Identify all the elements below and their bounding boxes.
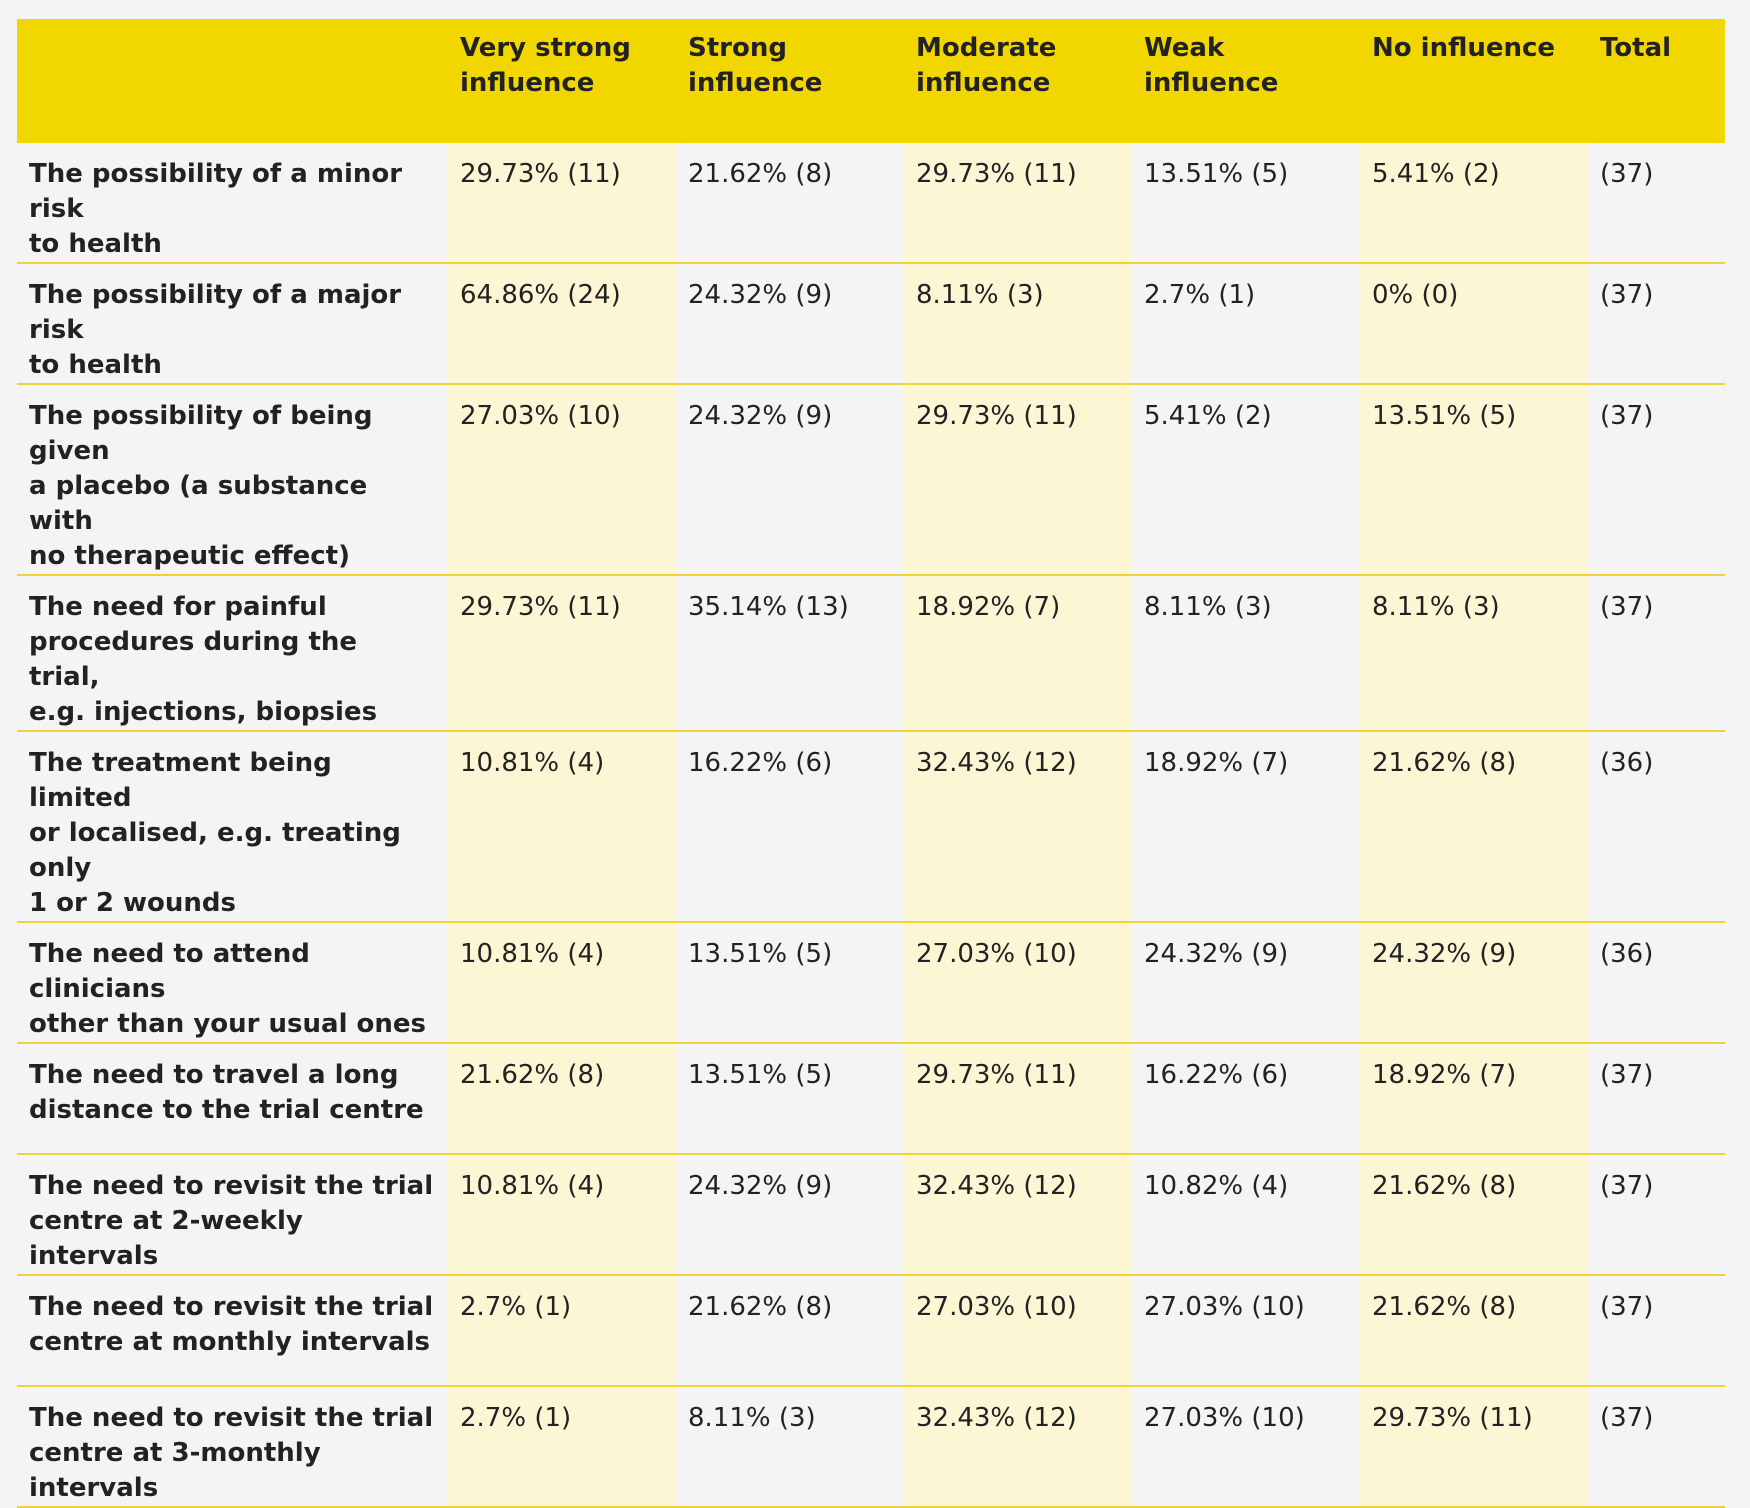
cell-very-strong-influence: 27.03% (10) <box>448 384 676 576</box>
cell-no-influence: 24.32% (9) <box>1360 922 1588 1044</box>
cell-no-influence: 0% (0) <box>1360 263 1588 385</box>
table-header: Very strong influence Strong influence Mod… <box>17 19 1725 143</box>
column-header-row-label-column <box>17 19 448 143</box>
cell-strong-influence: 24.32% (9) <box>676 1154 904 1276</box>
table-row: The need for painful procedures during t… <box>17 575 1725 732</box>
cell-weak-influence: 5.41% (2) <box>1132 384 1360 576</box>
column-header-no-influence: No influence <box>1372 33 1556 63</box>
table-row: The possibility of being given a placebo… <box>17 384 1725 576</box>
cell-no-influence: 21.62% (8) <box>1360 731 1588 923</box>
column-header-weak-influence: Weak influence <box>1144 33 1279 98</box>
cell-no-influence: 5.41% (2) <box>1360 143 1588 264</box>
table-body: The possibility of a minor risk to healt… <box>17 143 1725 1508</box>
row-label: The need to revisit the trial centre at … <box>17 1154 448 1276</box>
cell-no-influence: 21.62% (8) <box>1360 1275 1588 1387</box>
cell-strong-influence: 21.62% (8) <box>676 143 904 264</box>
cell-moderate-influence: 18.92% (7) <box>904 575 1132 732</box>
cell-very-strong-influence: 2.7% (1) <box>448 1386 676 1508</box>
cell-moderate-influence: 27.03% (10) <box>904 922 1132 1044</box>
row-label: The need to travel a long distance to th… <box>17 1043 448 1155</box>
cell-moderate-influence: 27.03% (10) <box>904 1275 1132 1387</box>
cell-weak-influence: 2.7% (1) <box>1132 263 1360 385</box>
column-header-very-strong-influence: Very strong influence <box>460 33 631 98</box>
cell-strong-influence: 13.51% (5) <box>676 922 904 1044</box>
header-row: Very strong influence Strong influence Mod… <box>17 19 1725 143</box>
cell-total: (37) <box>1588 384 1725 576</box>
row-label: The possibility of a minor risk to healt… <box>17 143 448 264</box>
cell-no-influence: 21.62% (8) <box>1360 1154 1588 1276</box>
row-label: The need to revisit the trial centre at … <box>17 1275 448 1387</box>
cell-moderate-influence: 29.73% (11) <box>904 384 1132 576</box>
cell-weak-influence: 16.22% (6) <box>1132 1043 1360 1155</box>
table-row: The need to revisit the trial centre at … <box>17 1154 1725 1276</box>
cell-no-influence: 29.73% (11) <box>1360 1386 1588 1508</box>
cell-weak-influence: 27.03% (10) <box>1132 1275 1360 1387</box>
cell-no-influence: 18.92% (7) <box>1360 1043 1588 1155</box>
column-header-moderate-influence: Moderate influence <box>916 33 1057 98</box>
cell-very-strong-influence: 10.81% (4) <box>448 731 676 923</box>
cell-weak-influence: 8.11% (3) <box>1132 575 1360 732</box>
table-row: The possibility of a major risk to healt… <box>17 263 1725 385</box>
table-row: The need to revisit the trial centre at … <box>17 1275 1725 1387</box>
cell-strong-influence: 24.32% (9) <box>676 384 904 576</box>
cell-weak-influence: 13.51% (5) <box>1132 143 1360 264</box>
cell-moderate-influence: 29.73% (11) <box>904 1043 1132 1155</box>
cell-strong-influence: 13.51% (5) <box>676 1043 904 1155</box>
cell-total: (37) <box>1588 1154 1725 1276</box>
cell-very-strong-influence: 10.81% (4) <box>448 1154 676 1276</box>
cell-weak-influence: 10.82% (4) <box>1132 1154 1360 1276</box>
column-header-total: Total <box>1600 33 1672 63</box>
table-row: The need to attend clinicians other than… <box>17 922 1725 1044</box>
cell-total: (37) <box>1588 1275 1725 1387</box>
cell-strong-influence: 16.22% (6) <box>676 731 904 923</box>
cell-total: (37) <box>1588 1043 1725 1155</box>
cell-very-strong-influence: 29.73% (11) <box>448 143 676 264</box>
cell-moderate-influence: 8.11% (3) <box>904 263 1132 385</box>
row-label: The need for painful procedures during t… <box>17 575 448 732</box>
cell-no-influence: 13.51% (5) <box>1360 384 1588 576</box>
cell-very-strong-influence: 21.62% (8) <box>448 1043 676 1155</box>
table-row: The possibility of a minor risk to healt… <box>17 143 1725 264</box>
cell-moderate-influence: 32.43% (12) <box>904 1154 1132 1276</box>
row-label: The need to attend clinicians other than… <box>17 922 448 1044</box>
influence-table: Very strong influence Strong influence Mod… <box>17 19 1725 1508</box>
cell-very-strong-influence: 2.7% (1) <box>448 1275 676 1387</box>
cell-weak-influence: 18.92% (7) <box>1132 731 1360 923</box>
row-label: The treatment being limited or localised… <box>17 731 448 923</box>
cell-moderate-influence: 32.43% (12) <box>904 1386 1132 1508</box>
column-header-strong-influence: Strong influence <box>688 33 823 98</box>
cell-moderate-influence: 32.43% (12) <box>904 731 1132 923</box>
cell-total: (37) <box>1588 143 1725 264</box>
cell-very-strong-influence: 10.81% (4) <box>448 922 676 1044</box>
cell-weak-influence: 27.03% (10) <box>1132 1386 1360 1508</box>
cell-total: (36) <box>1588 731 1725 923</box>
cell-very-strong-influence: 64.86% (24) <box>448 263 676 385</box>
cell-strong-influence: 8.11% (3) <box>676 1386 904 1508</box>
cell-moderate-influence: 29.73% (11) <box>904 143 1132 264</box>
table-row: The treatment being limited or localised… <box>17 731 1725 923</box>
cell-total: (37) <box>1588 263 1725 385</box>
cell-very-strong-influence: 29.73% (11) <box>448 575 676 732</box>
cell-no-influence: 8.11% (3) <box>1360 575 1588 732</box>
cell-strong-influence: 24.32% (9) <box>676 263 904 385</box>
row-label: The possibility of being given a placebo… <box>17 384 448 576</box>
table-row: The need to revisit the trial centre at … <box>17 1386 1725 1508</box>
row-label: The possibility of a major risk to healt… <box>17 263 448 385</box>
cell-total: (37) <box>1588 575 1725 732</box>
table-row: The need to travel a long distance to th… <box>17 1043 1725 1155</box>
row-label: The need to revisit the trial centre at … <box>17 1386 448 1508</box>
cell-weak-influence: 24.32% (9) <box>1132 922 1360 1044</box>
cell-strong-influence: 21.62% (8) <box>676 1275 904 1387</box>
cell-total: (37) <box>1588 1386 1725 1508</box>
cell-total: (36) <box>1588 922 1725 1044</box>
cell-strong-influence: 35.14% (13) <box>676 575 904 732</box>
